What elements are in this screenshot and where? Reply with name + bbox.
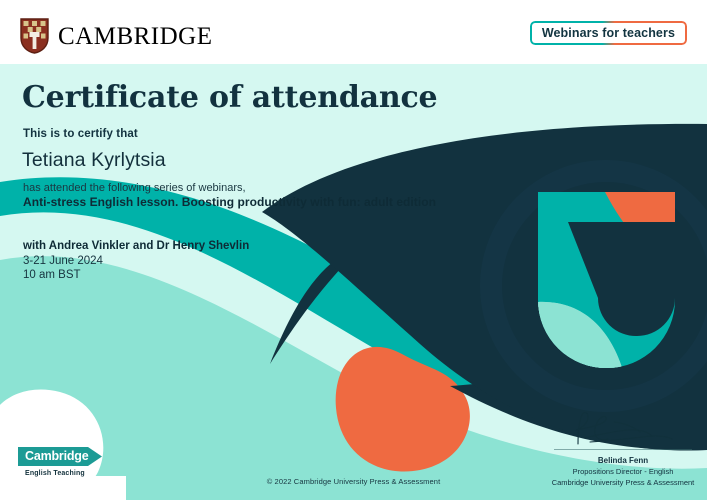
cambridge-arrow-icon: Cambridge xyxy=(18,447,102,466)
signatory-organisation: Cambridge University Press & Assessment xyxy=(551,478,695,487)
certificate-header: CAMBRIDGE Webinars for teachers xyxy=(0,0,707,64)
recipient-name: Tetiana Kyrlytsia xyxy=(22,149,166,171)
attendance-statement: has attended the following series of web… xyxy=(23,182,246,194)
webinars-for-teachers-badge[interactable]: Webinars for teachers xyxy=(529,21,687,45)
certify-statement: This is to certify that xyxy=(23,128,138,140)
event-time: 10 am BST xyxy=(23,269,81,281)
badge-label: Webinars for teachers xyxy=(541,26,675,40)
handwritten-signature-icon xyxy=(575,412,673,445)
decorative-wave-icon xyxy=(0,64,707,500)
signatory-role: Propositions Director - English xyxy=(572,467,674,476)
cambridge-logo: CAMBRIDGE xyxy=(20,18,213,54)
light-mint-wave xyxy=(0,256,707,500)
cambridge-logo-subtitle: English Teaching xyxy=(25,470,85,477)
presenter-names: with Andrea Vinkler and Dr Henry Shevlin xyxy=(23,240,250,252)
signature-block: Belinda Fenn Propositions Director - Eng… xyxy=(548,410,698,488)
cambridge-crest-icon xyxy=(20,18,49,54)
cambridge-english-teaching-logo: Cambridge English Teaching xyxy=(18,447,128,477)
cambridge-wordmark: CAMBRIDGE xyxy=(58,22,213,50)
footer-logo-backdrop xyxy=(0,389,126,500)
page-title: Certificate of attendance xyxy=(22,80,438,115)
copyright-notice: © 2022 Cambridge University Press & Asse… xyxy=(266,477,441,486)
webinar-series-title: Anti-stress English lesson. Boosting pro… xyxy=(23,195,436,209)
signature-rule xyxy=(554,449,692,450)
cambridge-shield-emblem-icon xyxy=(538,192,675,369)
cambridge-logo-name: Cambridge xyxy=(25,449,89,463)
event-dates: 3-21 June 2024 xyxy=(23,255,103,267)
orange-teardrop xyxy=(335,346,470,472)
signatory-name: Belinda Fenn xyxy=(597,456,649,465)
certificate-artwork xyxy=(0,64,707,500)
